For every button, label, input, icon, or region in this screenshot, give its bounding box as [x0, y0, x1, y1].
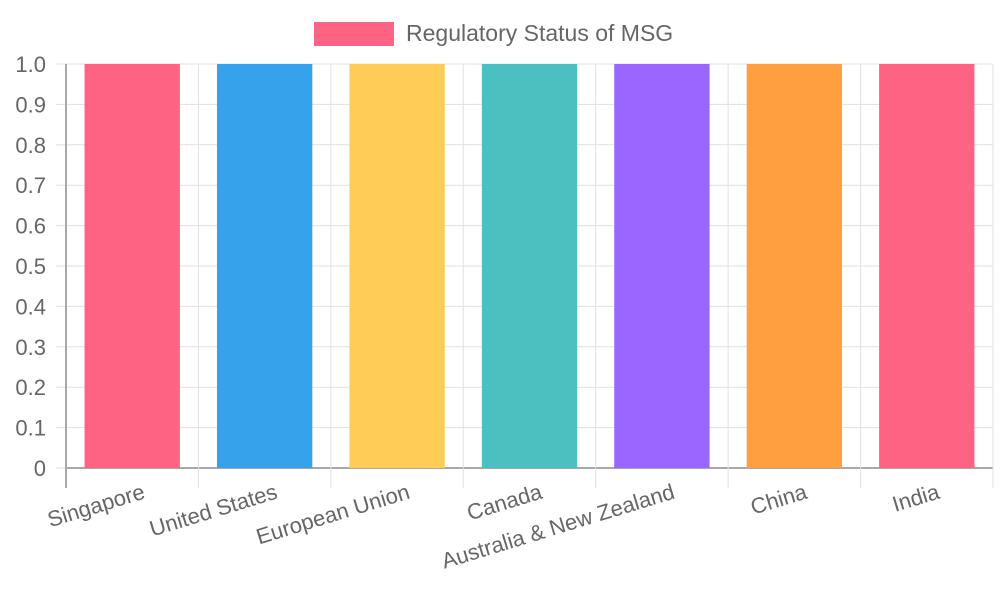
y-tick-label: 0.6 [15, 214, 46, 239]
bar-canada[interactable] [481, 64, 578, 468]
y-tick-label: 0.2 [15, 375, 46, 400]
bar-singapore[interactable] [84, 64, 180, 468]
bar-australia-new-zealand[interactable] [614, 64, 710, 468]
bar-india[interactable] [879, 64, 975, 468]
chart-legend[interactable]: Regulatory Status of MSG [314, 20, 673, 47]
bar-china[interactable] [746, 64, 843, 468]
y-tick-label: 0.1 [15, 416, 46, 441]
x-tick-label: China [748, 479, 811, 520]
x-tick-label: India [889, 479, 943, 517]
y-tick-label: 0.3 [15, 335, 46, 360]
x-tick-label: Australia & New Zealand [439, 479, 678, 574]
y-tick-label: 0.8 [15, 133, 46, 158]
legend-swatch [314, 21, 394, 46]
bar-european-union[interactable] [349, 64, 445, 468]
y-tick-label: 0 [34, 456, 46, 481]
y-tick-label: 0.5 [15, 254, 46, 279]
bar-united-states[interactable] [216, 64, 313, 468]
y-tick-label: 0.7 [15, 173, 46, 198]
y-tick-label: 1.0 [15, 52, 46, 77]
x-tick-label: European Union [253, 479, 412, 549]
x-tick-label: Canada [464, 479, 546, 526]
y-tick-label: 0.9 [15, 92, 46, 117]
x-tick-label: Singapore [44, 479, 147, 532]
y-tick-label: 0.4 [15, 294, 46, 319]
legend-label: Regulatory Status of MSG [406, 20, 674, 46]
